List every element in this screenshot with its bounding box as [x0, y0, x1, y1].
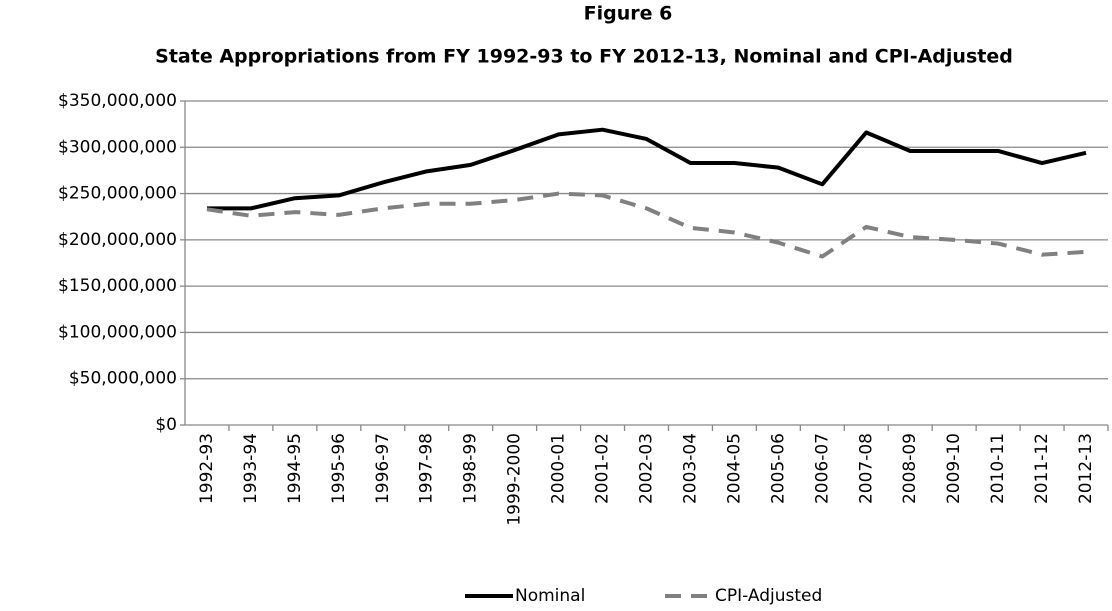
x-tick-label: 2004-05 — [724, 433, 744, 504]
legend-label: CPI-Adjusted — [715, 586, 822, 606]
x-tick-label: 2002-03 — [637, 433, 657, 504]
x-tick-label: 1996-97 — [373, 433, 393, 504]
series-line — [206, 191, 1087, 259]
x-tick-label: 1995-96 — [329, 433, 349, 504]
x-tick-label: 2000-01 — [549, 433, 569, 504]
x-tick-label: 2007-08 — [856, 433, 876, 504]
y-tick-label: $150,000,000 — [58, 276, 177, 296]
series-line — [206, 127, 1087, 211]
x-tick-label: 1998-99 — [461, 433, 481, 504]
y-tick-label: $300,000,000 — [58, 137, 177, 157]
x-tick-label: 1992-93 — [197, 433, 217, 504]
x-tick-label: 2006-07 — [812, 433, 832, 504]
x-tick-label: 2003-04 — [680, 433, 700, 504]
x-tick-label: 2008-09 — [900, 433, 920, 504]
y-tick-label: $0 — [155, 415, 177, 435]
y-tick-label: $100,000,000 — [58, 322, 177, 342]
y-tick-label: $250,000,000 — [58, 184, 177, 204]
x-tick-label: 2011-12 — [1032, 433, 1052, 504]
chart-subtitle: State Appropriations from FY 1992-93 to … — [155, 46, 1013, 68]
chart-title: Figure 6 — [584, 3, 673, 25]
x-tick-label: 2005-06 — [768, 433, 788, 504]
x-tick-label: 1993-94 — [241, 433, 261, 504]
x-tick-label: 2001-02 — [593, 433, 613, 504]
x-tick-label: 2009-10 — [944, 433, 964, 504]
x-tick-label: 2010-11 — [988, 433, 1008, 504]
y-tick-label: $350,000,000 — [58, 91, 177, 111]
x-tick-label: 2012-13 — [1076, 433, 1096, 504]
x-tick-label: 1994-95 — [285, 433, 305, 504]
y-tick-label: $50,000,000 — [69, 369, 177, 389]
x-tick-label: 1999-2000 — [505, 433, 525, 526]
legend-label: Nominal — [515, 586, 585, 606]
y-tick-label: $200,000,000 — [58, 230, 177, 250]
x-tick-label: 1997-98 — [417, 433, 437, 504]
